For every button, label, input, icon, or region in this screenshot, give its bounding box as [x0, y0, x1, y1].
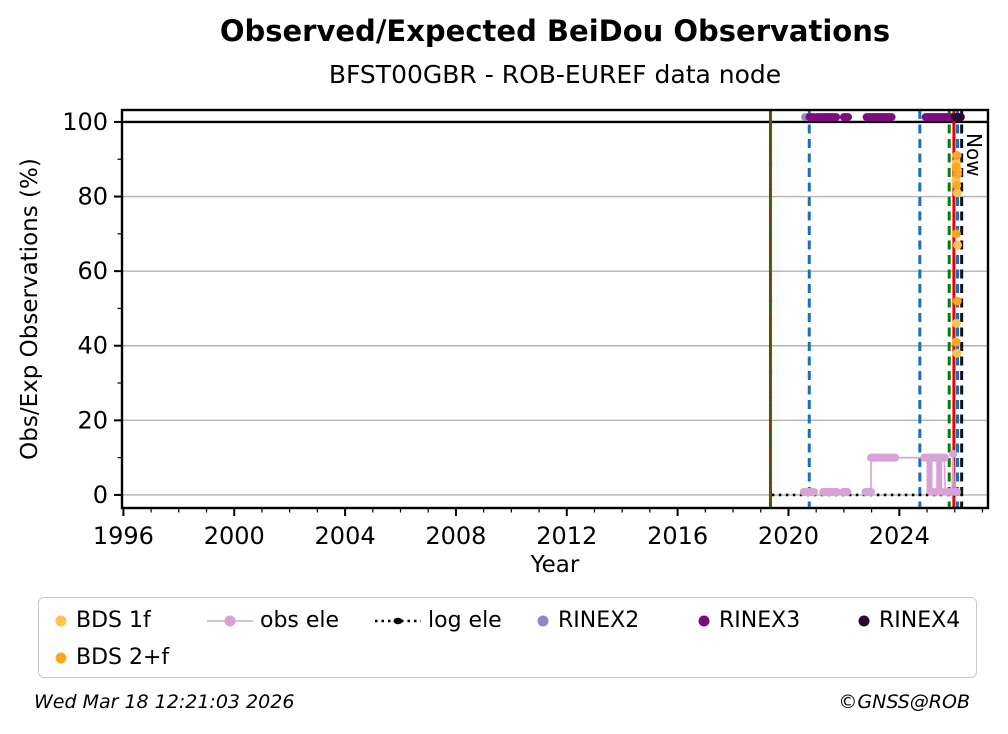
legend-item-bds-2f: BDS 2+f: [53, 643, 169, 671]
svg-text:20: 20: [77, 406, 108, 434]
legend: BDS 1f obs ele log ele RINEX2 RINEX3 RIN…: [38, 597, 977, 678]
svg-text:2008: 2008: [425, 522, 486, 550]
copyright: ©GNSS@ROB: [838, 691, 970, 713]
svg-text:2024: 2024: [869, 522, 930, 550]
svg-text:2000: 2000: [204, 522, 265, 550]
legend-label: BDS 1f: [76, 607, 151, 633]
legend-item-rinex3: RINEX3: [696, 606, 800, 634]
chart-subtitle: BFST00GBR - ROB-EUREF data node: [328, 60, 782, 89]
rinex4-marker-icon: [856, 612, 872, 628]
chart-title: Observed/Expected BeiDou Observations: [219, 14, 891, 48]
legend-item-bds-1f: BDS 1f: [53, 606, 151, 634]
rinex2-marker-icon: [535, 612, 551, 628]
legend-label: RINEX2: [558, 607, 640, 633]
bds-2f-marker-icon: [53, 649, 69, 665]
svg-text:1996: 1996: [93, 522, 154, 550]
timestamp: Wed Mar 18 12:21:03 2026: [34, 691, 295, 713]
log-ele-marker-icon: [375, 612, 421, 628]
svg-text:0: 0: [93, 481, 108, 509]
legend-item-obs-ele: obs ele: [207, 606, 339, 634]
now-annotation: Now: [962, 133, 986, 177]
legend-label: RINEX3: [719, 607, 801, 633]
legend-label: RINEX4: [879, 607, 961, 633]
legend-item-rinex4: RINEX4: [856, 606, 960, 634]
svg-text:80: 80: [77, 183, 108, 211]
svg-text:2004: 2004: [315, 522, 376, 550]
legend-label: obs ele: [260, 607, 340, 633]
svg-text:2016: 2016: [647, 522, 708, 550]
legend-label: log ele: [428, 607, 502, 633]
svg-text:60: 60: [77, 257, 108, 285]
legend-item-log-ele: log ele: [375, 606, 502, 634]
bds-1f-marker-icon: [53, 612, 69, 628]
rinex3-marker-icon: [696, 612, 712, 628]
legend-label: BDS 2+f: [76, 644, 170, 670]
y-axis-label: Obs/Exp Observations (%): [17, 158, 43, 460]
legend-item-rinex2: RINEX2: [535, 606, 639, 634]
svg-text:100: 100: [62, 108, 108, 136]
svg-text:40: 40: [77, 332, 108, 360]
svg-text:2020: 2020: [758, 522, 819, 550]
obs-ele-marker-icon: [207, 612, 253, 628]
x-axis-label: Year: [530, 552, 580, 578]
svg-text:2012: 2012: [536, 522, 597, 550]
